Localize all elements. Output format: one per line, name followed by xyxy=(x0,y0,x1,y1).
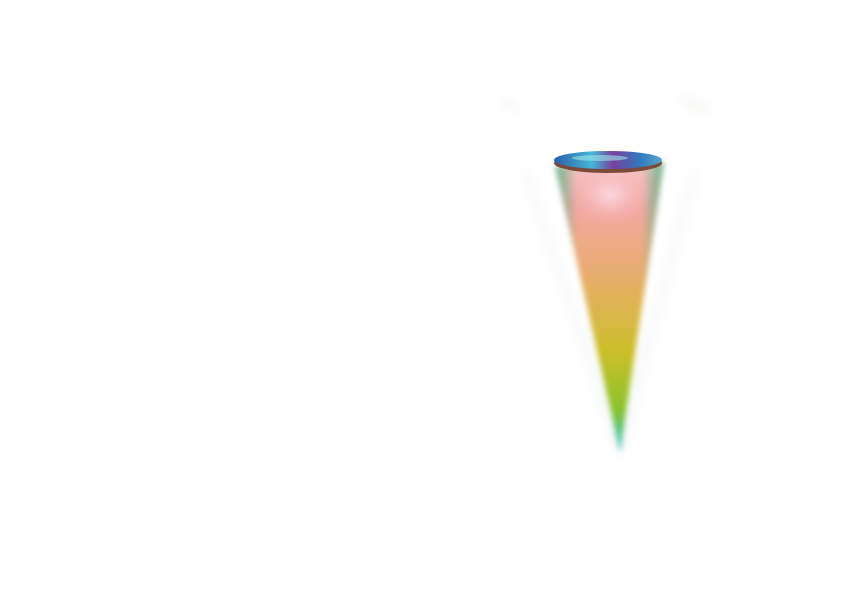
cone-cap xyxy=(554,151,662,173)
cone-body xyxy=(555,162,664,452)
